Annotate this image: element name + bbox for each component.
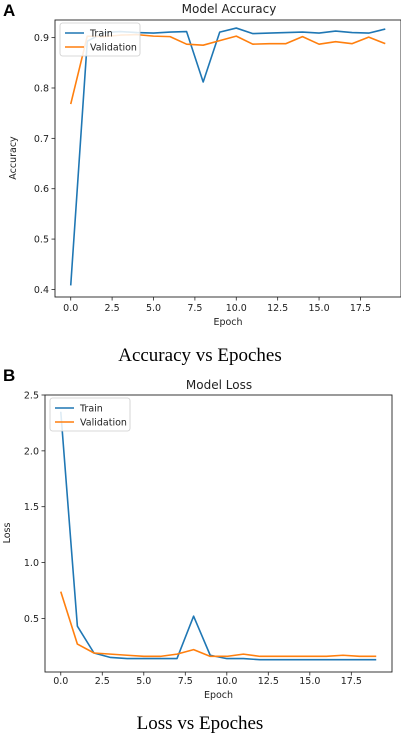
x-tick-label: 10.0 — [226, 303, 247, 314]
x-tick-label: 0.0 — [53, 676, 68, 687]
y-tick-label: 1.0 — [24, 558, 39, 569]
x-tick-label: 2.5 — [105, 303, 120, 314]
x-tick-label: 5.0 — [146, 303, 161, 314]
x-tick-label: 5.0 — [136, 676, 151, 687]
x-tick-label: 15.0 — [308, 303, 329, 314]
y-tick-label: 2.0 — [24, 446, 39, 457]
x-tick-label: 17.5 — [341, 676, 362, 687]
x-axis-label: Epoch — [204, 690, 233, 701]
y-tick-label: 0.4 — [34, 285, 49, 296]
plot-frame — [54, 19, 401, 298]
y-tick-label: 0.9 — [34, 33, 49, 44]
y-tick-label: 0.6 — [34, 184, 49, 195]
panel-b-caption: Loss vs Epoches — [137, 713, 264, 734]
accuracy-chart: 0.0 2.5 5.0 7.5 10.0 12.5 15.0 17.5 0.4 0.5 0.6 0.7… — [8, 19, 401, 328]
series-line-train — [59, 411, 377, 661]
x-tick-label: 7.5 — [187, 303, 202, 314]
panel-b-letter: B — [3, 366, 15, 385]
x-tick-label: 15.0 — [299, 676, 320, 687]
x-tick-label: 12.5 — [267, 303, 288, 314]
y-tick-label: 1.5 — [24, 502, 39, 513]
plot-frame — [44, 394, 393, 673]
series-line-validation — [60, 591, 377, 658]
loss-chart: 0.0 2.5 5.0 7.5 10.0 12.5 15.0 17.5 0.5 1.0 1.5 2.0… — [2, 391, 393, 701]
y-tick-label: 0.7 — [34, 134, 49, 145]
legend-entry: Train — [79, 404, 103, 415]
x-tick-label: 12.5 — [258, 676, 279, 687]
y-tick-label: 0.8 — [34, 83, 49, 94]
y-tick-label: 0.5 — [24, 614, 39, 625]
panel-a-letter: A — [3, 1, 15, 20]
legend-entry: Validation — [90, 43, 137, 54]
x-tick-label: 2.5 — [95, 676, 110, 687]
legend-entry: Validation — [80, 418, 127, 429]
y-axis-label: Loss — [2, 523, 13, 544]
x-tick-label: 0.0 — [63, 303, 78, 314]
x-tick-label: 7.5 — [178, 676, 193, 687]
x-tick-label: 10.0 — [216, 676, 237, 687]
y-axis-label: Accuracy — [8, 136, 19, 180]
series-line-train — [69, 27, 386, 286]
y-tick-label: 0.5 — [34, 235, 49, 246]
panel-a-caption: Accuracy vs Epoches — [118, 345, 282, 366]
panel-b-title: Model Loss — [186, 378, 252, 392]
legend-entry: Train — [89, 29, 113, 40]
x-axis-label: Epoch — [213, 317, 242, 328]
x-tick-label: 17.5 — [350, 303, 371, 314]
panel-a-title: Model Accuracy — [182, 2, 277, 16]
y-tick-label: 2.5 — [24, 391, 39, 402]
